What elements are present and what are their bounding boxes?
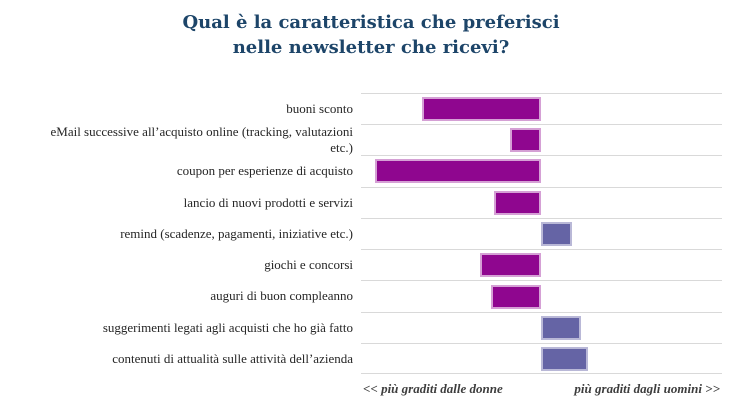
bar-women — [375, 159, 541, 184]
bar-women — [490, 284, 541, 309]
chart-row: lancio di nuovi prodotti e servizi — [0, 186, 742, 218]
row-plot-area — [361, 249, 722, 280]
axis-label-men: più graditi dagli uomini >> — [574, 381, 720, 397]
chart-row: auguri di buon compleanno — [0, 280, 742, 311]
chart-row: buoni sconto — [0, 92, 742, 124]
chart-row: contenuti di attualità sulle attività de… — [0, 343, 742, 375]
bar-men — [541, 315, 581, 340]
bar-women — [422, 96, 541, 121]
category-label: giochi e concorsi — [264, 257, 353, 273]
row-plot-area — [361, 186, 722, 218]
chart-title: Qual è la caratteristica che preferisci … — [182, 12, 560, 58]
row-plot-area — [361, 155, 722, 186]
row-plot-area — [361, 123, 722, 155]
category-label: remind (scadenze, pagamenti, iniziative … — [120, 225, 353, 241]
chart-rows: buoni sconto eMail successive all’acquis… — [0, 92, 742, 375]
bar-women — [494, 190, 541, 215]
chart-row: suggerimenti legati agli acquisti che ho… — [0, 311, 742, 343]
bar-men — [541, 346, 588, 371]
x-axis: << più graditi dalle donne più graditi d… — [0, 374, 742, 397]
category-label: eMail successive all’acquisto online (tr… — [50, 124, 353, 155]
row-plot-area — [361, 217, 722, 249]
category-label: lancio di nuovi prodotti e servizi — [183, 194, 353, 210]
axis-label-women: << più graditi dalle donne — [363, 381, 503, 397]
row-plot-area — [361, 343, 722, 375]
category-label: auguri di buon compleanno — [210, 288, 353, 304]
category-label: buoni sconto — [286, 100, 353, 116]
bar-women — [510, 128, 541, 153]
row-plot-area — [361, 92, 722, 124]
chart-row: giochi e concorsi — [0, 249, 742, 280]
row-plot-area — [361, 280, 722, 311]
axis-spacer — [0, 374, 361, 397]
category-label: contenuti di attualità sulle attività de… — [112, 351, 353, 367]
chart-row: eMail successive all’acquisto online (tr… — [0, 123, 742, 155]
chart-row: remind (scadenze, pagamenti, iniziative … — [0, 217, 742, 249]
category-label: coupon per esperienze di acquisto — [176, 163, 353, 179]
bar-men — [541, 221, 572, 246]
chart-row: coupon per esperienze di acquisto — [0, 155, 742, 186]
axis-labels: << più graditi dalle donne più graditi d… — [361, 374, 722, 397]
category-label: suggerimenti legati agli acquisti che ho… — [102, 319, 353, 335]
row-plot-area — [361, 311, 722, 343]
bar-women — [479, 253, 541, 278]
